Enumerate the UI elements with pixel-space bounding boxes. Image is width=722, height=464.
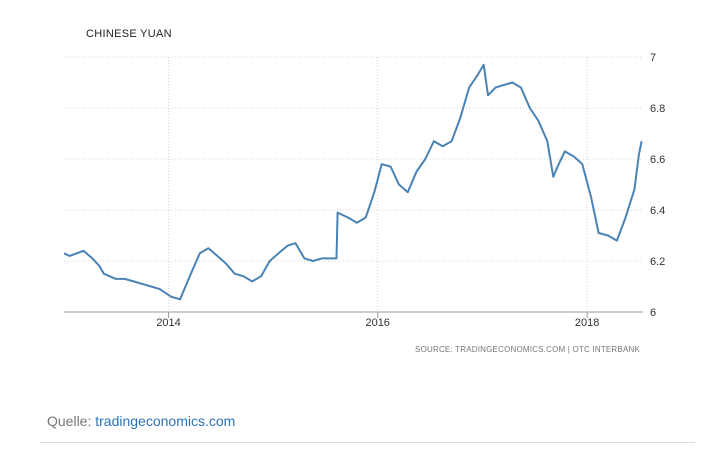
y-tick-label: 6.6 xyxy=(650,154,665,166)
x-tick-label: 2018 xyxy=(575,317,599,329)
y-tick-label: 7 xyxy=(650,52,656,64)
source-link[interactable]: tradingeconomics.com xyxy=(95,413,236,429)
axis-layer: 6 6.2 6.4 6.6 6.8 7 2014 2016 2018 xyxy=(64,52,665,329)
footer-label: Quelle: xyxy=(47,413,96,429)
series-line xyxy=(63,63,643,301)
series-layer xyxy=(63,63,643,301)
chart-container: CHINESE YUAN 6 6.2 6.4 6.6 6.8 7 2014 2016 2018 … xyxy=(63,28,665,354)
y-tick-label: 6.4 xyxy=(650,205,665,217)
y-tick-label: 6.2 xyxy=(650,256,665,268)
footer-divider xyxy=(40,442,695,443)
source-label: SOURCE: TRADINGECONOMICS.COM | OTC INTER… xyxy=(415,345,640,354)
x-tick-label: 2014 xyxy=(156,317,180,329)
grid-layer xyxy=(64,56,643,313)
source-footer: Quelle: tradingeconomics.com xyxy=(47,413,235,429)
y-tick-label: 6.8 xyxy=(650,103,665,115)
chart-title: CHINESE YUAN xyxy=(86,28,172,40)
x-tick-label: 2016 xyxy=(365,317,389,329)
y-tick-label: 6 xyxy=(650,307,656,319)
